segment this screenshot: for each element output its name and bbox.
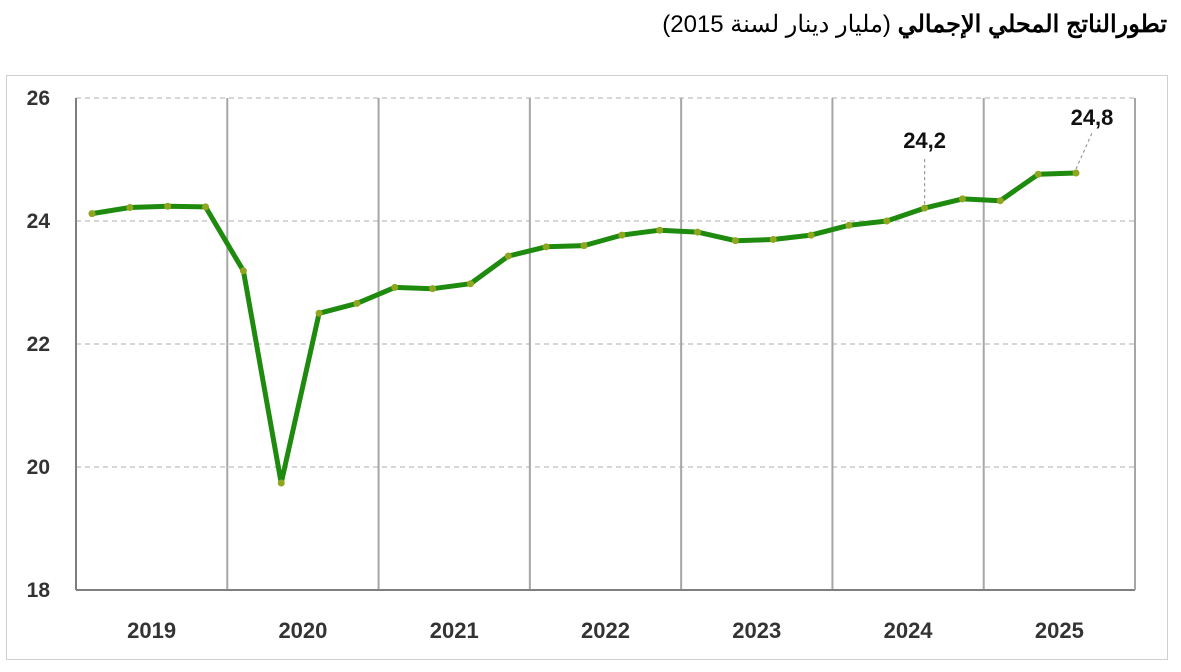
annotation-leader — [1075, 132, 1093, 170]
x-tick-label: 2021 — [430, 618, 479, 643]
x-tick-label: 2019 — [127, 618, 176, 643]
y-tick-label: 26 — [27, 87, 50, 110]
data-point — [277, 479, 285, 487]
data-point — [126, 203, 134, 211]
data-point — [769, 235, 777, 243]
data-point — [618, 231, 626, 239]
data-point — [996, 197, 1004, 205]
data-point — [845, 221, 853, 229]
data-point — [391, 283, 399, 291]
series-line — [89, 170, 1079, 486]
data-point — [88, 210, 96, 218]
data-point — [429, 285, 437, 293]
y-tick-label: 18 — [27, 579, 51, 602]
chart-frame — [6, 75, 1168, 660]
data-label: 24,2 — [903, 128, 946, 153]
chart-title: تطورالناتج المحلي الإجمالي (مليار دينار … — [14, 10, 1167, 39]
data-point — [883, 217, 891, 225]
data-point — [807, 231, 815, 239]
data-point — [542, 243, 550, 251]
chart-title-main: تطورالناتج المحلي الإجمالي — [897, 11, 1167, 38]
data-point — [1034, 170, 1042, 178]
data-point — [1072, 169, 1080, 177]
data-point — [580, 242, 588, 250]
data-label: 24,8 — [1071, 105, 1114, 130]
data-point — [466, 280, 474, 288]
data-point — [731, 237, 739, 245]
data-point — [656, 226, 664, 234]
data-point — [353, 299, 361, 307]
data-point — [202, 203, 210, 211]
x-tick-label: 2022 — [581, 618, 630, 643]
data-point — [694, 228, 702, 236]
x-tick-label: 2024 — [884, 618, 934, 643]
chart-title-sub: (مليار دينار لسنة 2015) — [662, 11, 891, 38]
y-tick-label: 24 — [27, 210, 51, 233]
y-tick-label: 20 — [27, 456, 50, 479]
y-tick-label: 22 — [27, 333, 50, 356]
data-point — [504, 252, 512, 260]
x-tick-label: 2025 — [1035, 618, 1084, 643]
data-point — [958, 195, 966, 203]
data-point — [164, 202, 172, 210]
x-tick-label: 2020 — [278, 618, 327, 643]
data-point — [315, 309, 323, 317]
data-point — [921, 204, 929, 212]
x-tick-label: 2023 — [732, 618, 781, 643]
data-point — [239, 267, 247, 275]
